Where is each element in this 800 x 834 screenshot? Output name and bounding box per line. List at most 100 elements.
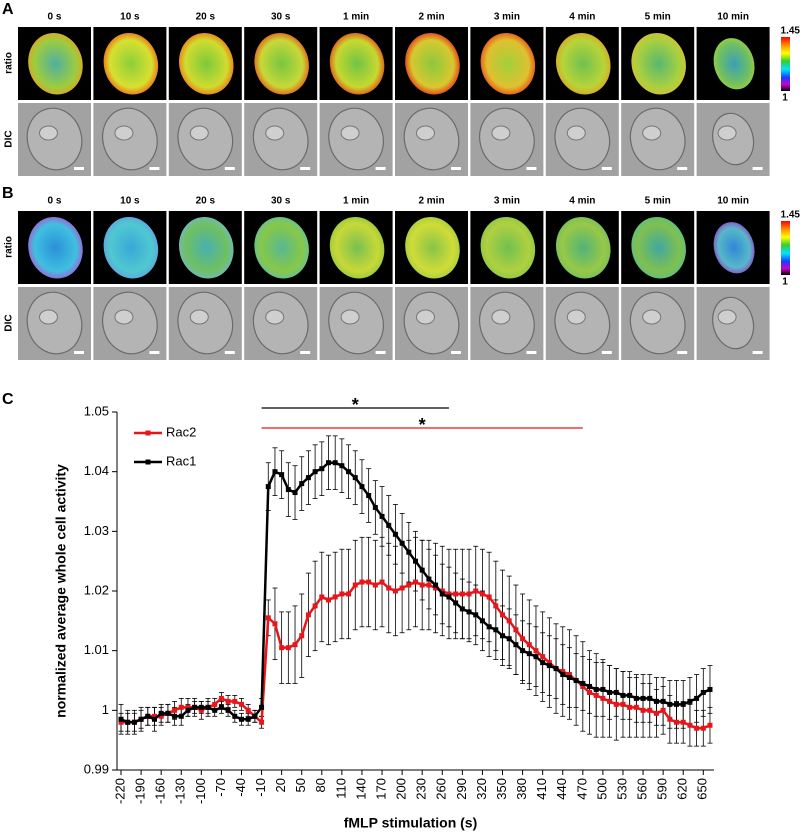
marker <box>526 642 532 648</box>
time-label: 3 min <box>494 12 520 23</box>
marker <box>245 716 251 722</box>
marker <box>500 612 506 618</box>
marker <box>560 672 566 678</box>
x-tick-label: -190 <box>133 778 148 804</box>
scale-bar <box>526 351 537 354</box>
marker <box>620 692 626 698</box>
x-tick-label: 110 <box>333 778 348 799</box>
marker <box>279 645 285 651</box>
marker <box>694 695 700 701</box>
x-tick-label: -40 <box>233 778 248 797</box>
x-tick-label: 20 <box>273 778 288 792</box>
marker <box>339 591 345 597</box>
scale-bar <box>74 351 84 354</box>
dic-nucleus <box>340 309 360 325</box>
x-tick-label: 560 <box>634 778 649 800</box>
dic-nucleus <box>189 309 209 325</box>
significance-star: * <box>352 395 359 415</box>
marker <box>587 683 593 689</box>
marker <box>218 704 224 710</box>
marker <box>453 600 459 606</box>
scale-bar <box>224 351 235 354</box>
dic-cell <box>102 291 158 355</box>
marker <box>245 707 251 713</box>
dic-cell <box>403 291 460 355</box>
x-tick-label: -10 <box>253 778 268 797</box>
marker <box>125 719 131 725</box>
marker <box>238 701 244 707</box>
marker <box>165 710 171 716</box>
marker <box>259 704 265 710</box>
marker <box>486 594 492 600</box>
marker <box>627 692 633 698</box>
marker <box>546 663 552 669</box>
marker <box>192 704 198 710</box>
dic-cell <box>26 107 83 171</box>
marker <box>707 722 713 728</box>
y-axis-title: normalized average whole cell activity <box>53 464 69 718</box>
marker <box>392 531 398 537</box>
marker <box>486 624 492 630</box>
marker <box>392 588 398 594</box>
dic-nucleus <box>265 125 285 141</box>
marker <box>406 549 412 555</box>
dic-nucleus <box>39 125 58 141</box>
marker <box>439 588 445 594</box>
panel-label: C <box>2 391 14 408</box>
scale-bar <box>300 351 311 354</box>
marker <box>600 686 606 692</box>
row-label: DIC <box>4 130 15 147</box>
cell <box>631 32 686 95</box>
dic-nucleus <box>717 125 737 141</box>
dic-cell <box>102 107 158 171</box>
marker <box>426 582 432 588</box>
marker <box>446 594 452 600</box>
marker <box>131 719 137 725</box>
dic-nucleus <box>340 125 360 141</box>
cell <box>631 216 686 279</box>
marker <box>493 603 499 609</box>
marker <box>473 588 479 594</box>
x-tick-label: 50 <box>293 778 308 792</box>
marker <box>653 710 659 716</box>
marker <box>292 490 298 496</box>
x-tick-label: 140 <box>353 778 368 800</box>
time-label: 3 min <box>494 196 520 207</box>
dic-cell <box>629 291 686 355</box>
marker <box>479 618 485 624</box>
dic-nucleus <box>566 309 586 325</box>
cell <box>480 216 536 279</box>
marker <box>466 591 472 597</box>
cell <box>713 222 755 274</box>
marker <box>647 707 653 713</box>
marker <box>607 689 613 695</box>
marker <box>540 654 546 660</box>
marker <box>413 558 418 564</box>
dic-nucleus <box>114 309 134 325</box>
row-label: ratio <box>4 52 15 74</box>
marker <box>259 719 265 725</box>
dic-cell <box>479 291 535 355</box>
marker <box>225 698 231 704</box>
marker <box>399 585 405 591</box>
marker <box>419 567 425 573</box>
cell <box>405 216 460 279</box>
time-label: 20 s <box>196 12 216 23</box>
marker <box>433 582 439 588</box>
colorbar <box>781 221 790 275</box>
scale-bar <box>526 167 537 170</box>
legend-marker <box>145 430 151 436</box>
marker <box>459 606 465 612</box>
marker <box>346 469 352 475</box>
time-label: 4 min <box>569 12 595 23</box>
legend-label: Rac2 <box>166 424 196 439</box>
x-tick-label: 170 <box>373 778 388 800</box>
dic-cell <box>328 291 384 355</box>
colorbar-max: 1.45 <box>781 26 800 37</box>
marker <box>352 475 358 481</box>
marker <box>172 707 178 713</box>
marker <box>325 460 331 466</box>
marker <box>620 701 626 707</box>
x-tick-label: 230 <box>414 778 429 800</box>
marker <box>212 701 218 707</box>
